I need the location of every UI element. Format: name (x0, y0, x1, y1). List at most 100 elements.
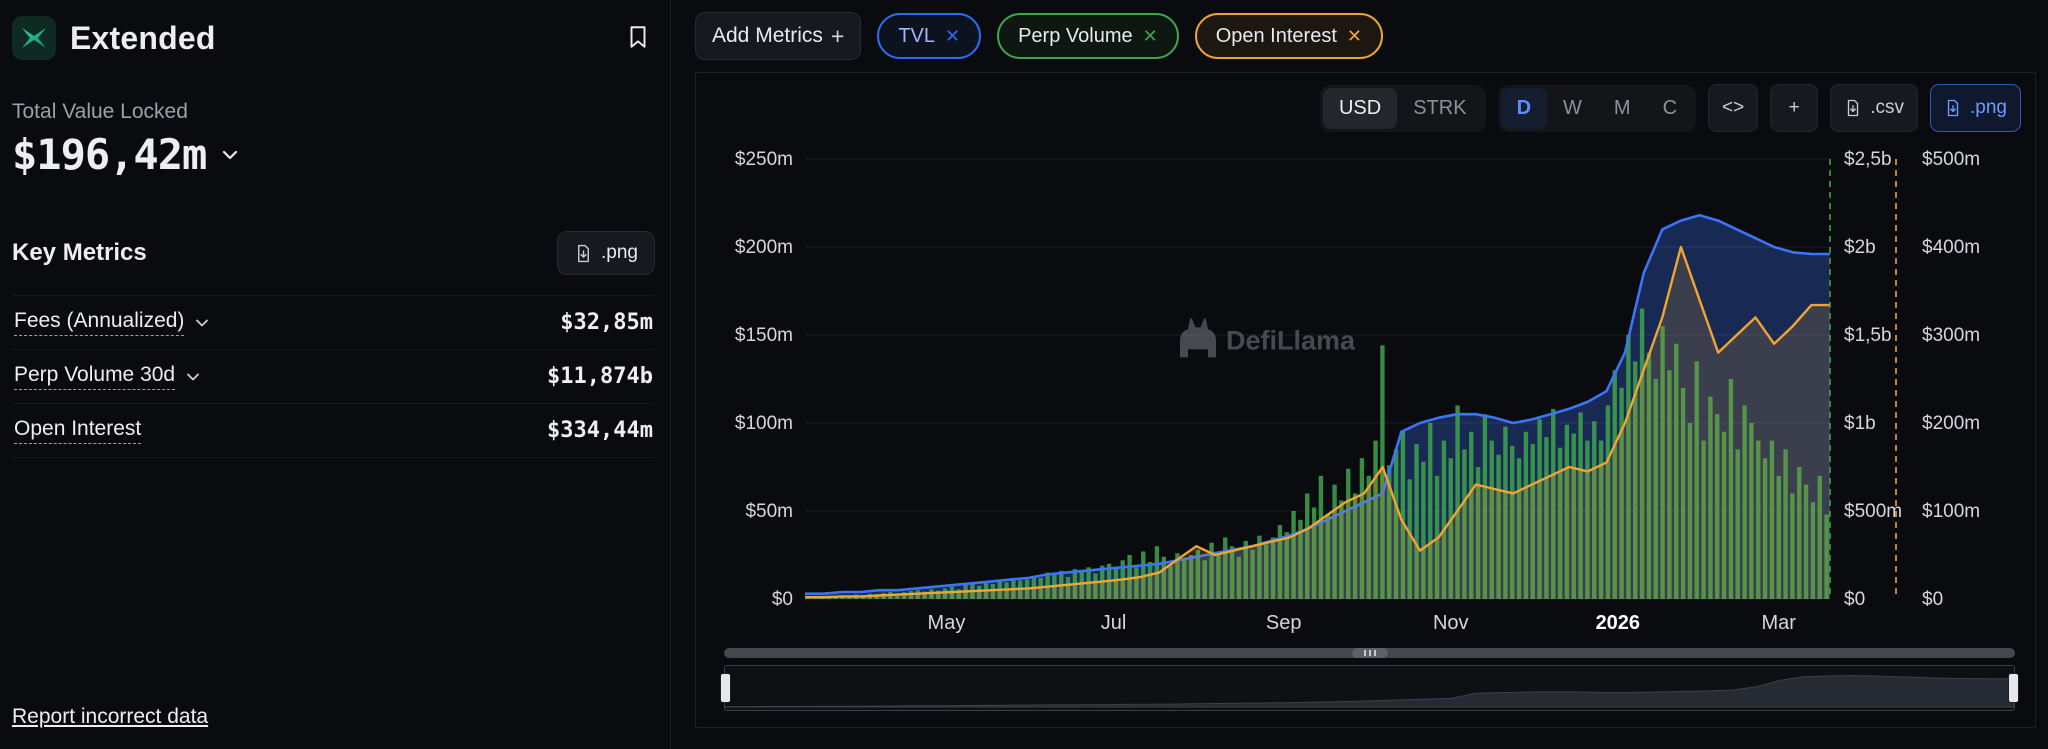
chart-controls: USD STRK D W M C <> + (710, 81, 2021, 135)
sidebar-header: Extended (12, 16, 655, 60)
png-file-icon (1947, 99, 1959, 117)
brush-handle-right[interactable] (2008, 673, 2019, 703)
tvl-label: Total Value Locked (12, 100, 188, 123)
tvl-expand-button[interactable] (216, 141, 244, 169)
protocol-logo-icon (12, 16, 56, 60)
pill-label: Perp Volume (1018, 24, 1133, 47)
metric-value: $11,874b (547, 364, 653, 389)
svg-text:DefiLlama: DefiLlama (1226, 325, 1356, 355)
svg-text:$0: $0 (772, 589, 793, 610)
svg-text:Sep: Sep (1266, 612, 1302, 634)
svg-text:$400m: $400m (1922, 237, 1980, 258)
metric-label: Fees (Annualized) (14, 309, 212, 336)
metric-row-fees-annualized[interactable]: Fees (Annualized) $32,85m (12, 295, 655, 350)
plus-icon: + (830, 22, 845, 49)
svg-text:$500m: $500m (1922, 149, 1980, 170)
chevron-down-icon (223, 150, 238, 159)
sidebar-png-export-button[interactable]: .png (557, 231, 655, 275)
interval-cumulative-button[interactable]: C (1647, 88, 1693, 129)
interval-weekly-button[interactable]: W (1547, 88, 1598, 129)
currency-strk-button[interactable]: STRK (1397, 88, 1482, 129)
metric-label-text: Fees (Annualized) (14, 309, 185, 336)
png-button-label: .png (601, 242, 638, 263)
brush-minimap-chart (725, 675, 2014, 708)
png-button-label: .png (1970, 97, 2007, 118)
add-metrics-label: Add Metrics (712, 24, 823, 47)
metric-row-perp-volume-30d[interactable]: Perp Volume 30d $11,874b (12, 350, 655, 404)
chart-card: USD STRK D W M C <> + (695, 72, 2036, 728)
svg-text:$2,5b: $2,5b (1844, 149, 1892, 170)
svg-text:$500m: $500m (1844, 501, 1902, 522)
tvl-row: $196,42m (12, 130, 655, 179)
metric-label: Perp Volume 30d (14, 363, 203, 390)
embed-chart-button[interactable]: <> (1708, 84, 1759, 132)
time-range-brush[interactable] (720, 665, 2019, 711)
svg-text:$200m: $200m (1922, 413, 1980, 434)
chart-pan-scrollbar[interactable] (724, 648, 2015, 658)
brush-handle-left[interactable] (720, 673, 731, 703)
tvl-value: $196,42m (12, 130, 207, 179)
metric-row-open-interest[interactable]: Open Interest $334,44m (12, 404, 655, 458)
interval-monthly-button[interactable]: M (1598, 88, 1647, 129)
metrics-toolbar: Add Metrics + TVL ✕ Perp Volume ✕ Open I… (695, 10, 2036, 62)
svg-text:$250m: $250m (735, 149, 793, 170)
currency-usd-button[interactable]: USD (1322, 87, 1398, 129)
svg-text:$50m: $50m (745, 501, 793, 522)
report-incorrect-data-link[interactable]: Report incorrect data (12, 705, 209, 728)
close-icon[interactable]: ✕ (1346, 25, 1362, 46)
svg-text:May: May (928, 612, 966, 634)
bookmark-button[interactable] (621, 20, 655, 57)
interval-toggle-group: D W M C (1497, 84, 1697, 132)
csv-button-label: .csv (1870, 97, 1905, 118)
svg-text:$1b: $1b (1844, 413, 1876, 434)
image-file-icon (578, 244, 589, 262)
embed-icon: <> (1722, 97, 1745, 118)
chart-area: $0 $0 $0 $50m $500m $100m $100m $1b $200m $150m $1… (710, 137, 2021, 642)
svg-text:$1,5b: $1,5b (1844, 325, 1892, 346)
svg-text:$100m: $100m (1922, 501, 1980, 522)
svg-text:$300m: $300m (1922, 325, 1980, 346)
download-csv-button[interactable]: .csv (1830, 84, 1919, 132)
pill-perp-volume[interactable]: Perp Volume ✕ (997, 13, 1179, 59)
plus-icon: + (1788, 97, 1800, 118)
svg-text:Jul: Jul (1101, 612, 1127, 634)
metric-value: $32,85m (560, 310, 653, 335)
currency-toggle-group: USD STRK (1319, 84, 1486, 132)
chevron-down-icon (187, 373, 200, 380)
svg-text:$200m: $200m (735, 237, 793, 258)
svg-text:$0: $0 (1922, 589, 1943, 610)
svg-text:Nov: Nov (1433, 612, 1469, 634)
pill-label: Open Interest (1215, 24, 1337, 47)
csv-file-icon (1848, 99, 1859, 117)
svg-text:$150m: $150m (735, 325, 793, 346)
svg-text:2026: 2026 (1596, 612, 1641, 634)
close-icon[interactable]: ✕ (1142, 25, 1158, 46)
add-metrics-button[interactable]: Add Metrics + (695, 12, 862, 60)
key-metrics-header: Key Metrics .png (12, 231, 655, 275)
chevron-down-icon (196, 319, 209, 326)
metric-label: Open Interest (14, 417, 142, 444)
bookmark-icon (630, 25, 646, 48)
interval-daily-button[interactable]: D (1500, 87, 1548, 129)
pill-label: TVL (898, 24, 935, 47)
key-metrics-list: Fees (Annualized) $32,85m Perp Volume 30… (12, 295, 655, 458)
main-content: Add Metrics + TVL ✕ Perp Volume ✕ Open I… (671, 0, 2048, 749)
svg-text:Mar: Mar (1762, 612, 1797, 634)
pill-tvl[interactable]: TVL ✕ (877, 13, 982, 59)
svg-text:$2b: $2b (1844, 237, 1876, 258)
metric-value: $334,44m (547, 418, 653, 443)
close-icon[interactable]: ✕ (945, 25, 961, 46)
add-chart-button[interactable]: + (1770, 84, 1819, 132)
scrollbar-grip-handle[interactable] (1351, 648, 1388, 658)
download-png-button[interactable]: .png (1930, 84, 2021, 132)
protocol-title: Extended (70, 19, 216, 56)
tvl-volume-oi-chart[interactable]: $0 $0 $0 $50m $500m $100m $100m $1b $200m $150m $1… (710, 137, 2015, 642)
key-metrics-title: Key Metrics (12, 239, 147, 266)
svg-text:$0: $0 (1844, 589, 1865, 610)
protocol-sidebar: Extended Total Value Locked $196,42m Key… (0, 0, 671, 749)
metric-label-text: Open Interest (14, 417, 142, 444)
svg-text:$100m: $100m (735, 413, 793, 434)
metric-label-text: Perp Volume 30d (14, 363, 176, 390)
pill-open-interest[interactable]: Open Interest ✕ (1194, 13, 1383, 59)
